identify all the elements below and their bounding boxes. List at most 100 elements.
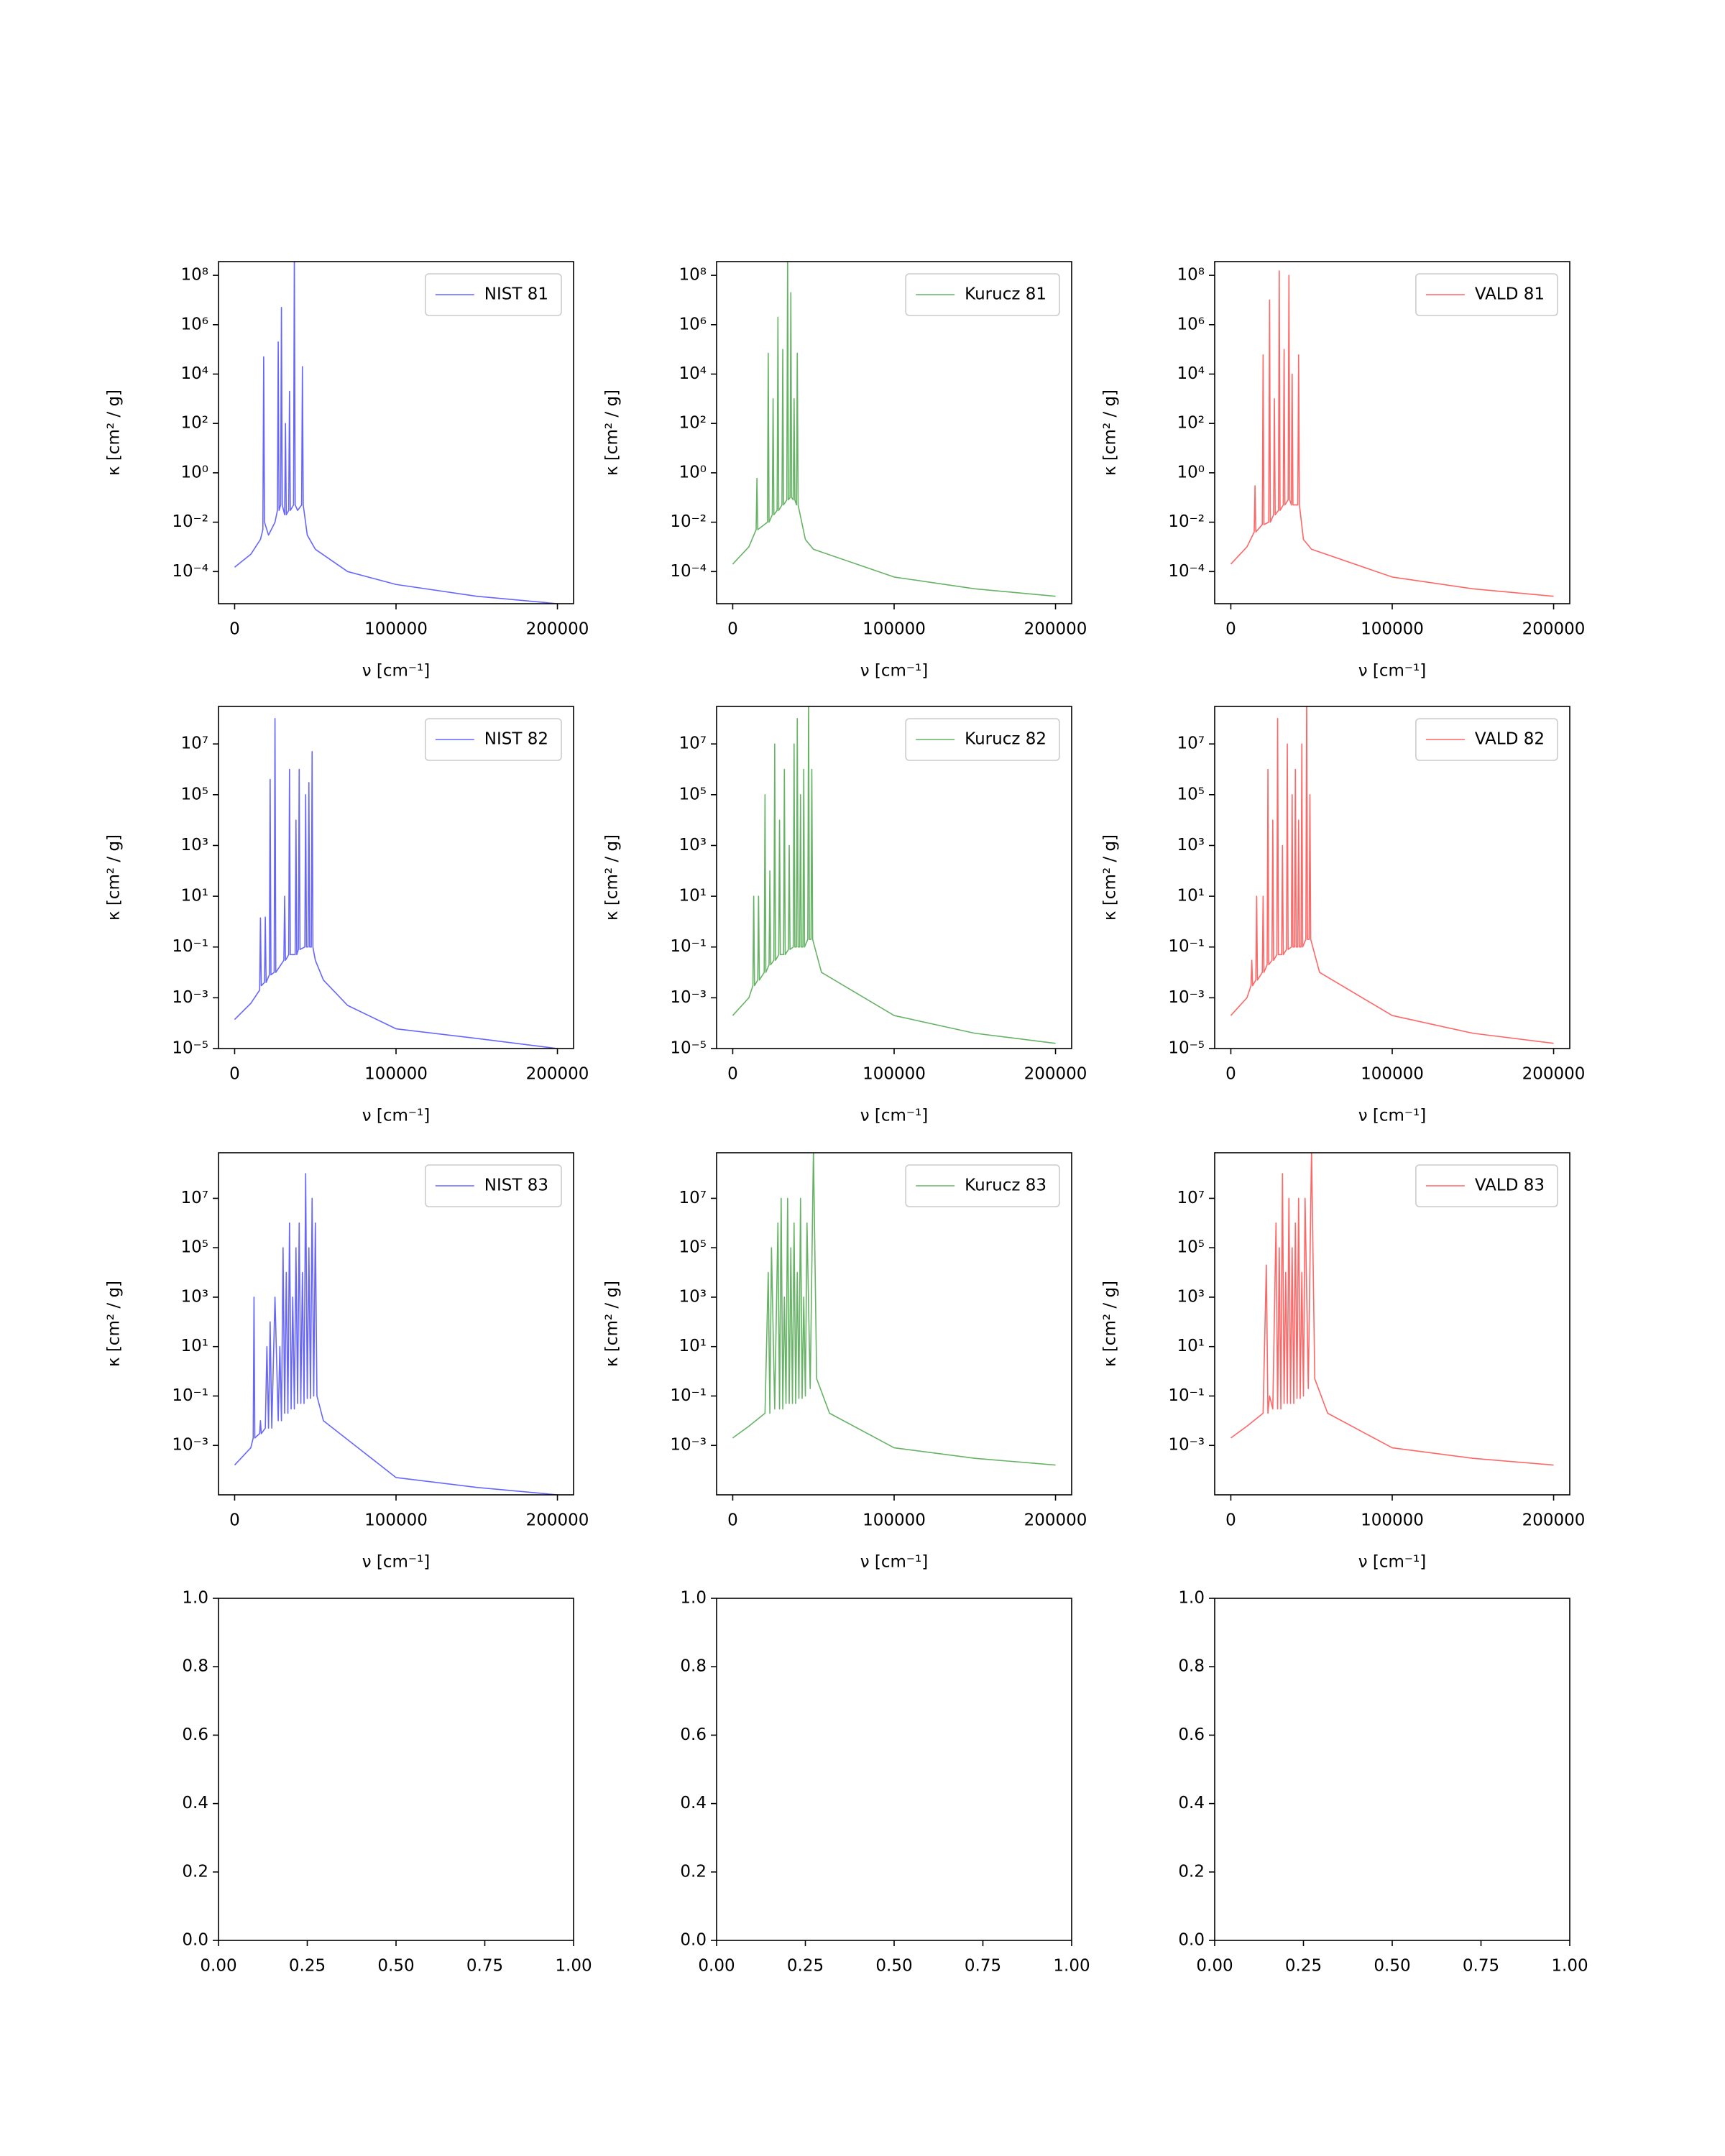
x-tick-label: 0.25: [289, 1957, 326, 1976]
x-tick-label: 200000: [526, 1065, 589, 1084]
x-tick-label: 200000: [1024, 1511, 1087, 1530]
plot-area: [732, 262, 1056, 597]
y-tick-label: 10¹: [679, 887, 707, 906]
x-tick-label: 0: [1225, 1065, 1236, 1084]
x-tick-label: 0: [229, 620, 240, 639]
y-tick-label: 1.0: [182, 1589, 208, 1608]
y-tick-label: 10⁻²: [670, 512, 707, 531]
y-tick-label: 10⁷: [679, 1189, 707, 1207]
y-axis-label: κ [cm² / g]: [105, 834, 124, 921]
legend-label: NIST 82: [484, 730, 548, 749]
legend-label: NIST 83: [484, 1176, 548, 1195]
y-tick-label: 10⁻⁴: [1168, 562, 1205, 581]
y-tick-label: 10⁻¹: [1168, 937, 1205, 956]
y-tick-label: 10⁻³: [670, 988, 707, 1007]
y-tick-label: 0.8: [1178, 1657, 1205, 1676]
y-tick-label: 0.6: [680, 1726, 707, 1744]
x-tick-label: 100000: [1361, 620, 1424, 639]
y-tick-label: 10¹: [181, 1337, 209, 1355]
y-tick-label: 10⁰: [1177, 463, 1205, 482]
y-tick-label: 0.0: [1178, 1931, 1205, 1950]
y-tick-label: 0.6: [1178, 1726, 1205, 1744]
legend-box: [424, 1164, 562, 1207]
y-tick-label: 0.4: [680, 1794, 707, 1812]
y-tick-label: 10⁻²: [1168, 512, 1205, 531]
y-tick-label: 10⁷: [679, 734, 707, 753]
y-tick-label: 10²: [181, 414, 209, 433]
x-tick-label: 1.00: [1551, 1957, 1588, 1976]
y-tick-label: 1.0: [680, 1589, 707, 1608]
series-line: [1230, 1153, 1554, 1466]
y-tick-label: 0.0: [182, 1931, 208, 1950]
y-tick-label: 10³: [679, 836, 707, 854]
y-tick-label: 1.0: [1178, 1589, 1205, 1608]
plot-area: [732, 1153, 1056, 1466]
x-tick-label: 0: [727, 620, 738, 639]
x-tick-label: 0.25: [787, 1957, 824, 1976]
x-tick-label: 0: [229, 1511, 240, 1530]
y-tick-label: 0.2: [680, 1862, 707, 1881]
y-tick-label: 0.6: [182, 1726, 208, 1744]
y-tick-label: 10⁵: [181, 1238, 209, 1257]
x-tick-label: 200000: [1024, 1065, 1087, 1084]
y-tick-label: 0.4: [1178, 1794, 1205, 1812]
x-tick-label: 0.00: [698, 1957, 735, 1976]
y-tick-label: 10⁻⁵: [1168, 1039, 1205, 1058]
x-tick-label: 100000: [862, 1511, 926, 1530]
y-axis-label: κ [cm² / g]: [603, 1281, 622, 1367]
y-tick-label: 0.2: [1178, 1862, 1205, 1881]
series-line: [234, 1173, 558, 1495]
series-line: [732, 706, 1056, 1044]
x-tick-label: 0.50: [875, 1957, 912, 1976]
y-axis-label: κ [cm² / g]: [1101, 1281, 1120, 1367]
y-tick-label: 10⁵: [1177, 785, 1205, 803]
y-tick-label: 0.2: [182, 1862, 208, 1881]
x-tick-label: 0: [1225, 620, 1236, 639]
x-axis-label: ν [cm⁻¹]: [1358, 1553, 1427, 1572]
y-tick-label: 10⁶: [181, 315, 209, 333]
legend-box: [905, 273, 1060, 316]
x-axis-label: ν [cm⁻¹]: [860, 662, 929, 681]
x-tick-label: 0: [727, 1065, 738, 1084]
legend-box: [1415, 1164, 1558, 1207]
y-tick-label: 10⁻¹: [172, 1386, 208, 1405]
x-tick-label: 100000: [364, 1511, 428, 1530]
x-axis-label: ν [cm⁻¹]: [362, 662, 431, 681]
y-axis-label: κ [cm² / g]: [603, 834, 622, 921]
y-tick-label: 10⁴: [679, 364, 707, 383]
x-tick-label: 100000: [1361, 1065, 1424, 1084]
y-tick-label: 10⁶: [1177, 315, 1205, 333]
x-tick-label: 0: [229, 1065, 240, 1084]
y-tick-label: 10⁵: [181, 785, 209, 803]
x-tick-label: 100000: [862, 620, 926, 639]
y-tick-label: 10⁻⁴: [172, 562, 208, 581]
y-tick-label: 10¹: [1177, 1337, 1205, 1355]
y-axis-label: κ [cm² / g]: [105, 390, 124, 476]
y-tick-label: 10⁻³: [172, 1436, 208, 1455]
y-tick-label: 10⁻³: [1168, 988, 1205, 1007]
series-line: [1230, 270, 1554, 597]
plot-area: [234, 1173, 558, 1495]
x-tick-label: 0: [1225, 1511, 1236, 1530]
y-tick-label: 10⁻⁵: [670, 1039, 707, 1058]
legend-box: [905, 718, 1060, 761]
x-tick-label: 0.00: [1196, 1957, 1233, 1976]
x-tick-label: 1.00: [1053, 1957, 1090, 1976]
series-line: [732, 262, 1056, 597]
legend-box: [905, 1164, 1060, 1207]
y-tick-label: 10³: [181, 836, 209, 854]
x-tick-label: 0.25: [1285, 1957, 1322, 1976]
x-tick-label: 0.50: [1374, 1957, 1410, 1976]
plot-area: [1230, 1153, 1554, 1466]
y-tick-label: 10³: [181, 1287, 209, 1306]
plot-area: [732, 706, 1056, 1044]
x-tick-label: 0.75: [965, 1957, 1001, 1976]
y-axis-label: κ [cm² / g]: [1101, 834, 1120, 921]
legend-label: VALD 83: [1475, 1176, 1545, 1195]
plot-area: [234, 262, 558, 604]
y-tick-label: 10⁻⁵: [172, 1039, 208, 1058]
y-tick-label: 10⁻¹: [172, 937, 208, 956]
y-tick-label: 10⁷: [1177, 734, 1205, 753]
